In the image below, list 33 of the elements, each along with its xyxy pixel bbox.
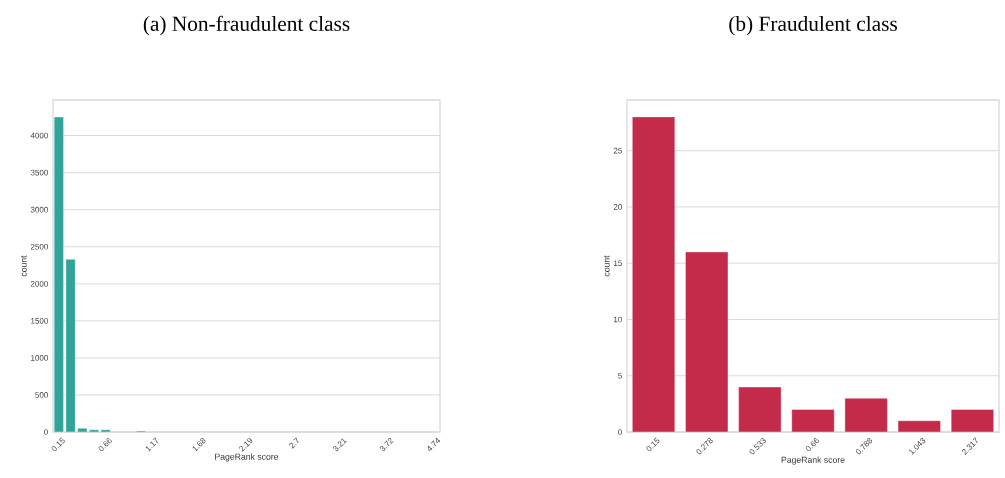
- y-tick-label: 10: [614, 316, 622, 323]
- y-tick-label: 4000: [30, 132, 48, 139]
- x-tick-label: 4.74: [427, 437, 441, 451]
- x-tick-label: 0.66: [98, 438, 112, 452]
- y-tick-label: 1000: [31, 355, 48, 361]
- y-tick-label: 0: [618, 429, 622, 435]
- x-axis-title: PageRank score: [781, 456, 845, 465]
- y-tick-label: 2000: [30, 280, 48, 287]
- y-tick-label: 25: [613, 147, 622, 154]
- bar: [844, 398, 888, 433]
- x-tick-label: 0.15: [646, 437, 660, 452]
- y-tick-label: 15: [614, 260, 622, 266]
- y-tick-label: 2500: [30, 243, 48, 250]
- x-axis-title: PageRank score: [215, 453, 279, 462]
- y-tick-label: 3000: [30, 206, 48, 213]
- bar: [950, 409, 994, 433]
- bar: [685, 251, 729, 433]
- y-tick-label: 3500: [30, 169, 48, 176]
- chart-title: (a) Non-fraudulent class: [143, 15, 350, 36]
- y-tick-label: 5: [618, 372, 622, 379]
- y-tick-label: 20: [613, 204, 622, 210]
- bar: [791, 409, 835, 433]
- x-tick-label: 0.66: [805, 438, 819, 452]
- x-tick-label: 2.7: [289, 437, 299, 449]
- y-tick-label: 1500: [31, 318, 48, 324]
- bar: [897, 420, 941, 433]
- bar: [632, 116, 676, 433]
- y-axis-title: count: [20, 255, 27, 277]
- bar: [738, 386, 782, 433]
- y-tick-label: 0: [44, 429, 48, 435]
- y-axis-title: count: [603, 255, 610, 277]
- y-tick-label: 500: [35, 392, 48, 398]
- chart-title: (b) Fraudulent class: [729, 15, 897, 36]
